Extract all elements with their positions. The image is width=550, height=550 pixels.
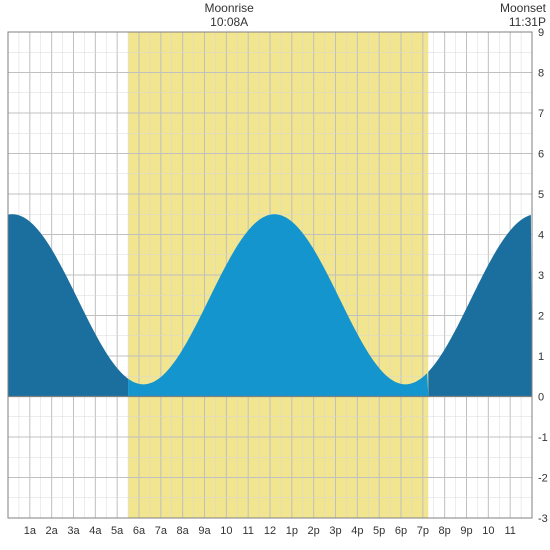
x-tick-label: 10 xyxy=(220,525,232,537)
y-tick-label: 4 xyxy=(538,230,544,242)
x-tick-label: 2a xyxy=(46,525,59,537)
x-tick-label: 5a xyxy=(111,525,124,537)
header-time: 11:31P xyxy=(509,15,546,29)
x-tick-label: 4a xyxy=(89,525,102,537)
x-tick-label: 3p xyxy=(329,525,341,537)
y-tick-label: 5 xyxy=(538,189,544,201)
y-tick-label: -2 xyxy=(538,473,548,485)
y-tick-label: -1 xyxy=(538,432,548,444)
x-tick-label: 6p xyxy=(395,525,407,537)
tide-chart: -3-2-101234567891a2a3a4a5a6a7a8a9a101112… xyxy=(0,0,550,550)
x-tick-label: 7a xyxy=(155,525,168,537)
y-tick-label: 0 xyxy=(538,392,544,404)
x-tick-label: 9a xyxy=(198,525,211,537)
x-tick-label: 7p xyxy=(417,525,429,537)
y-tick-label: 8 xyxy=(538,68,544,80)
y-tick-label: 1 xyxy=(538,351,544,363)
x-tick-label: 2p xyxy=(308,525,320,537)
x-tick-label: 4p xyxy=(351,525,363,537)
x-tick-label: 12 xyxy=(264,525,276,537)
x-tick-label: 9p xyxy=(460,525,472,537)
x-tick-label: 11 xyxy=(504,525,515,537)
x-tick-label: 8a xyxy=(177,525,190,537)
header-title: Moonrise xyxy=(204,1,254,15)
x-tick-label: 10 xyxy=(482,525,494,537)
x-tick-label: 1a xyxy=(24,525,37,537)
y-tick-label: -3 xyxy=(538,513,548,525)
y-tick-label: 7 xyxy=(538,108,544,120)
header-title: Moonset xyxy=(500,1,547,15)
x-tick-label: 8p xyxy=(439,525,451,537)
x-tick-label: 6a xyxy=(133,525,146,537)
y-tick-label: 3 xyxy=(538,270,544,282)
x-tick-label: 1p xyxy=(286,525,298,537)
x-tick-label: 5p xyxy=(373,525,385,537)
x-tick-label: 11 xyxy=(242,525,253,537)
x-tick-label: 3a xyxy=(67,525,80,537)
header-time: 10:08A xyxy=(210,15,248,29)
chart-svg: -3-2-101234567891a2a3a4a5a6a7a8a9a101112… xyxy=(0,0,550,550)
y-tick-label: 2 xyxy=(538,311,544,323)
y-tick-label: 6 xyxy=(538,149,544,161)
